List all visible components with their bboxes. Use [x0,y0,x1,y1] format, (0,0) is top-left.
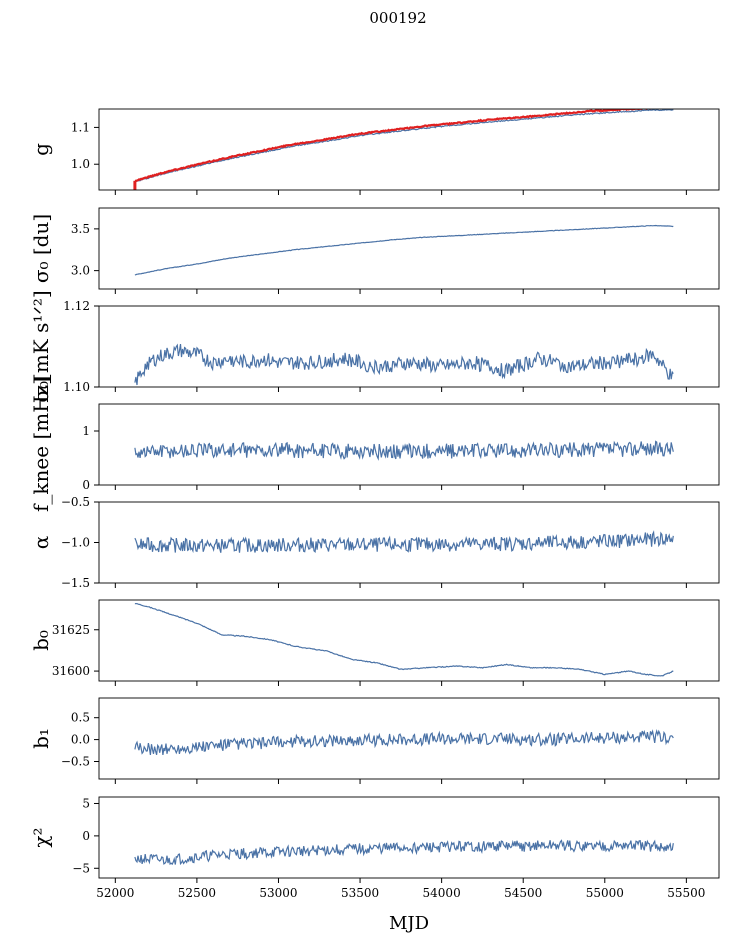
series-line-chi2 [134,839,674,866]
series-line-b0 [134,602,674,677]
y-tick-label: 0 [82,478,90,492]
x-tick-label: 55000 [586,886,624,900]
y-tick-label: −5 [72,861,90,875]
panel-1: 3.0 3.5 σ₀ [du] [29,207,720,294]
y-axis-label: χ² [29,827,53,847]
panel-frame [98,108,720,191]
x-tick-label: 54000 [423,886,461,900]
series-line-alpha [134,530,674,554]
y-tick-label: 1 [82,424,90,438]
panel-0: 1.0 1.1 g [29,108,720,195]
y-tick-label: 5 [82,796,90,810]
y-tick-label: 31600 [52,664,90,678]
y-axis-label: σ₀ [du] [29,214,53,283]
y-axis-label: b₁ [29,728,53,749]
series-line-fknee [134,440,674,461]
series-line-sigma0-du [134,224,674,276]
y-tick-label: −0.5 [61,754,90,768]
series-line-b1 [134,728,674,755]
y-axis-label: σ₀[mK s¹ᐟ²] [29,290,53,402]
y-axis-label: f_knee [mHz] [29,377,53,512]
y-tick-label: −1.5 [61,576,90,590]
y-tick-label: 1.1 [71,120,90,134]
y-tick-label: 0 [82,829,90,843]
x-tick-label: 55500 [667,886,705,900]
panel-frame [98,796,720,879]
y-tick-label: 0.0 [71,733,90,747]
x-tick-label: 53500 [341,886,379,900]
panel-frame [98,207,720,290]
y-axis-label: b₀ [29,630,53,651]
y-tick-label: 31625 [52,623,90,637]
series-line-gain-red- [134,109,672,183]
series-line-sigma0-mk [134,343,674,386]
x-tick-label: 53000 [259,886,297,900]
y-tick-label: 1.12 [63,299,90,313]
y-axis-label: g [29,143,53,156]
y-axis-label: α [29,536,53,550]
y-tick-label: 1.10 [63,380,90,394]
panel-frame [98,305,720,388]
panel-frame [98,697,720,780]
x-tick-label: 52000 [96,886,134,900]
figure-title: 000192 [369,9,426,27]
y-tick-label: 3.5 [71,222,90,236]
y-tick-label: −0.5 [61,495,90,509]
x-tick-label: 52500 [178,886,216,900]
panel-6: −0.5 0.0 0.5 b₁ [29,697,720,784]
y-tick-label: −1.0 [61,536,90,550]
series-line-gain-blue- [134,109,674,183]
x-axis-label: MJD [389,913,429,934]
y-tick-label: 1.0 [71,157,90,171]
panel-2: 1.10 1.12 σ₀[mK s¹ᐟ²] [29,290,720,403]
y-tick-label: 3.0 [71,264,90,278]
y-tick-label: 0.5 [71,711,90,725]
panel-frame [98,403,720,486]
x-tick-label: 54500 [504,886,542,900]
panel-3: 0 1 f_knee [mHz] [29,377,720,512]
panel-frame [98,599,720,682]
panel-4: −1.5 −1.0 −0.5 α [29,495,720,590]
panel-7: −5 0 5 52000 52500 53000 53500 54000 54500 55000 5… [29,796,720,900]
